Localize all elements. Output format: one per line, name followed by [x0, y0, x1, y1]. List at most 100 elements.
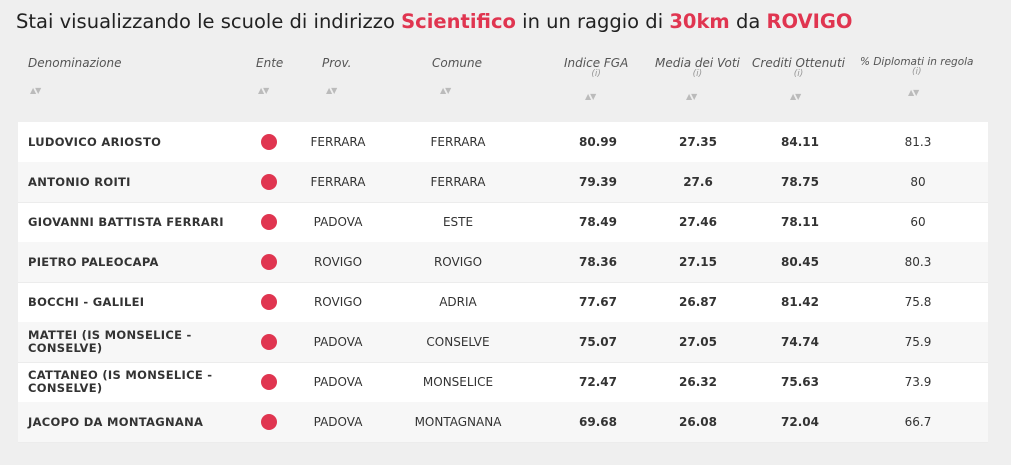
province: FERRARA: [310, 135, 366, 149]
title-raggio: 30km: [669, 10, 730, 33]
info-diplomati-icon[interactable]: (i): [911, 67, 922, 77]
crediti-ottenuti: 78.75: [781, 175, 819, 189]
ente-cell: [260, 162, 278, 202]
province: ROVIGO: [313, 295, 363, 309]
school-name[interactable]: MATTEI (IS MONSELICE - CONSELVE): [28, 328, 192, 355]
crediti-ottenuti: 81.42: [781, 295, 819, 309]
province: PADOVA: [313, 215, 363, 229]
info-crediti-icon[interactable]: (i): [793, 69, 804, 79]
comune: ADRIA: [439, 295, 477, 309]
info-fga-icon[interactable]: (i): [591, 69, 601, 79]
school-name[interactable]: LUDOVICO ARIOSTO: [28, 134, 162, 149]
table-row[interactable]: PIETRO PALEOCAPA ROVIGO ROVIGO 78.36 27.15 80…: [18, 242, 988, 283]
diplomati-in-regola: 60: [910, 215, 926, 229]
header-ente[interactable]: Ente: [256, 56, 284, 70]
crediti-ottenuti: 74.74: [781, 335, 819, 349]
crediti-ottenuti: 84.11: [781, 135, 819, 149]
indice-fga: 80.99: [579, 135, 617, 149]
table-row[interactable]: BOCCHI - GALILEI ROVIGO ADRIA 77.67 26.87 81.…: [18, 282, 988, 323]
ente-public-dot-icon: [261, 374, 277, 390]
sort-denominazione-icon[interactable]: ▲▼: [30, 86, 41, 95]
table-row[interactable]: MATTEI (IS MONSELICE - CONSELVE) PADOVA CO…: [18, 322, 988, 363]
table-row[interactable]: JACOPO DA MONTAGNANA PADOVA MONTAGNANA 69.6…: [18, 402, 988, 443]
indice-fga: 69.68: [579, 415, 617, 429]
ente-public-dot-icon: [261, 334, 277, 350]
sort-fga-icon[interactable]: ▲▼: [585, 92, 596, 101]
title-citta: ROVIGO: [766, 10, 853, 33]
crediti-ottenuti: 80.45: [781, 255, 819, 269]
media-voti: 27.35: [679, 135, 717, 149]
diplomati-in-regola: 80.3: [904, 255, 932, 269]
page-title: Stai visualizzando le scuole di indirizz…: [16, 10, 852, 33]
school-name[interactable]: GIOVANNI BATTISTA FERRARI: [28, 214, 224, 229]
indice-fga: 79.39: [579, 175, 617, 189]
ente-cell: [260, 202, 278, 242]
header-prov[interactable]: Prov.: [322, 56, 352, 70]
ente-cell: [260, 282, 278, 322]
header-diplomati[interactable]: % Diplomati in regola (i): [860, 56, 974, 77]
diplomati-in-regola: 81.3: [904, 135, 932, 149]
diplomati-in-regola: 66.7: [904, 415, 932, 429]
indice-fga: 78.49: [579, 215, 617, 229]
diplomati-in-regola: 73.9: [904, 375, 932, 389]
ente-public-dot-icon: [261, 414, 277, 430]
ente-public-dot-icon: [261, 134, 277, 150]
crediti-ottenuti: 78.11: [781, 215, 819, 229]
school-name[interactable]: CATTANEO (IS MONSELICE - CONSELVE): [28, 368, 213, 395]
media-voti: 26.32: [679, 375, 717, 389]
title-middle: in un raggio di: [515, 10, 670, 33]
media-voti: 26.08: [679, 415, 717, 429]
diplomati-in-regola: 75.9: [904, 335, 932, 349]
table-row[interactable]: GIOVANNI BATTISTA FERRARI PADOVA ESTE 78.49…: [18, 202, 988, 243]
diplomati-in-regola: 80: [910, 175, 926, 189]
header-comune[interactable]: Comune: [432, 56, 483, 70]
province: ROVIGO: [313, 255, 363, 269]
ente-public-dot-icon: [261, 214, 277, 230]
ente-cell: [260, 242, 278, 282]
sort-ente-icon[interactable]: ▲▼: [258, 86, 269, 95]
crediti-ottenuti: 72.04: [781, 415, 819, 429]
ente-public-dot-icon: [261, 254, 277, 270]
school-name[interactable]: JACOPO DA MONTAGNANA: [28, 414, 204, 429]
province: PADOVA: [313, 375, 363, 389]
school-name[interactable]: PIETRO PALEOCAPA: [28, 254, 159, 269]
info-media-icon[interactable]: (i): [692, 69, 703, 79]
table-row[interactable]: CATTANEO (IS MONSELICE - CONSELVE) PADOVA…: [18, 362, 988, 403]
header-denominazione[interactable]: Denominazione: [28, 56, 122, 70]
title-indirizzo: Scientifico: [401, 10, 516, 33]
diplomati-in-regola: 75.8: [904, 295, 932, 309]
comune: CONSELVE: [426, 335, 490, 349]
table-row[interactable]: ANTONIO ROITI FERRARA FERRARA 79.39 27.6 78.7…: [18, 162, 988, 203]
schools-table: LUDOVICO ARIOSTO FERRARA FERRARA 80.99 27.35…: [18, 122, 988, 443]
header-crediti[interactable]: Crediti Ottenuti (i): [752, 56, 845, 79]
media-voti: 26.87: [679, 295, 717, 309]
header-fga[interactable]: Indice FGA (i): [564, 56, 629, 79]
sort-diplomati-icon[interactable]: ▲▼: [908, 88, 919, 97]
sort-crediti-icon[interactable]: ▲▼: [790, 92, 801, 101]
sort-media-icon[interactable]: ▲▼: [686, 92, 697, 101]
table-row[interactable]: LUDOVICO ARIOSTO FERRARA FERRARA 80.99 27.35…: [18, 122, 988, 163]
school-name[interactable]: BOCCHI - GALILEI: [28, 294, 145, 309]
comune: MONSELICE: [422, 375, 494, 389]
ente-cell: [260, 322, 278, 362]
title-prefix: Stai visualizzando le scuole di indirizz…: [16, 10, 402, 33]
header-media[interactable]: Media dei Voti (i): [655, 56, 740, 79]
ente-cell: [260, 402, 278, 442]
media-voti: 27.46: [679, 215, 717, 229]
comune: FERRARA: [430, 135, 486, 149]
comune: MONTAGNANA: [414, 415, 502, 429]
media-voti: 27.15: [679, 255, 717, 269]
sort-prov-icon[interactable]: ▲▼: [326, 86, 337, 95]
ente-cell: [260, 122, 278, 162]
indice-fga: 78.36: [579, 255, 617, 269]
comune: ROVIGO: [433, 255, 483, 269]
title-da: da: [729, 10, 767, 33]
indice-fga: 72.47: [579, 375, 617, 389]
media-voti: 27.05: [679, 335, 717, 349]
indice-fga: 75.07: [579, 335, 617, 349]
ente-public-dot-icon: [261, 174, 277, 190]
school-name[interactable]: ANTONIO ROITI: [28, 174, 131, 189]
province: PADOVA: [313, 415, 363, 429]
sort-comune-icon[interactable]: ▲▼: [440, 86, 451, 95]
table-header: Denominazione ▲▼ Ente ▲▼ Prov. ▲▼ Comune…: [18, 56, 988, 102]
